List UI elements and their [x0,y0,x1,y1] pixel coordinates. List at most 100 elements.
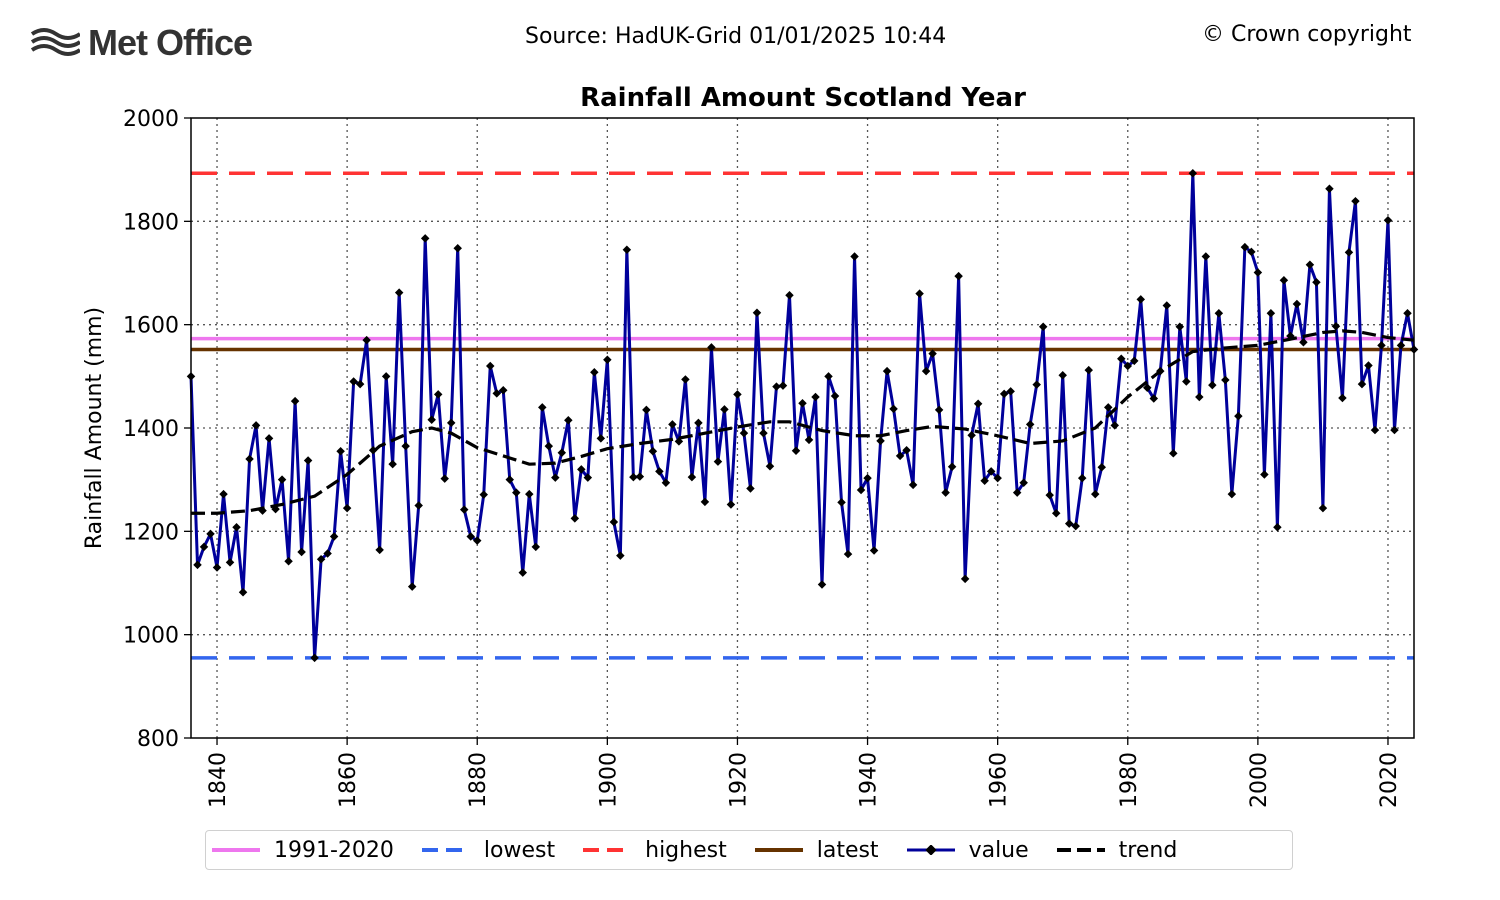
value-point [518,568,528,577]
value-point [720,405,729,414]
value-point [746,484,755,493]
value-point [420,234,430,243]
x-tick-label: 1960 [987,752,1012,808]
value-point [934,405,944,415]
value-point [486,361,495,371]
value-point [1299,337,1308,347]
wave-icon [30,28,80,56]
legend-label-highest: highest [645,837,727,863]
value-point [525,489,534,499]
value-point [733,390,742,399]
value-point [336,447,345,456]
value-point [739,428,749,438]
value-point [251,421,261,430]
value-point [505,475,515,484]
value-point [1117,354,1126,364]
value-point [726,500,736,509]
trend-line [191,329,1415,515]
value-point [941,488,950,497]
value-point [850,252,859,261]
value-point [902,445,911,455]
value-point [1169,449,1178,458]
value-point [577,465,586,474]
value-point [785,290,794,300]
value-point [212,563,222,572]
value-point [824,372,833,381]
value-point [245,454,254,464]
y-axis-label: Rainfall Amount (mm) [82,307,107,549]
value-point [316,554,326,564]
value-point [817,580,827,589]
value-point [1084,365,1093,375]
value-point [310,653,319,663]
value-line [189,171,1416,660]
value-point [967,430,976,440]
value-point [681,375,690,384]
x-tick-label: 1840 [206,752,231,808]
value-point [1279,275,1289,285]
value-point [1130,356,1139,366]
value-point [837,498,846,507]
value-point [616,551,625,560]
y-tick-label: 800 [137,727,179,752]
value-point [1390,425,1399,435]
value-point [889,404,898,414]
value-point [1071,521,1080,531]
x-tick-label: 1940 [857,752,882,808]
value-point [694,418,703,428]
value-point [707,343,716,352]
value-point [277,475,287,484]
value-point [655,467,664,476]
value-point [401,441,410,451]
legend-item-baseline: 1991-2020 [212,838,394,863]
value-point [798,398,807,408]
value-point [1344,248,1354,257]
reference-lines [191,171,1414,660]
value-point [225,558,235,567]
x-tick-label: 1900 [596,752,621,808]
value-point [492,389,501,398]
value-point [479,490,488,499]
value-point [557,448,567,458]
logo-text: Met Office [88,22,253,63]
value-point [947,462,957,471]
value-point [446,418,456,428]
value-point [1104,403,1113,412]
value-point [531,542,541,552]
value-point [1006,387,1015,396]
value-point [381,372,391,381]
value-point [1227,489,1237,499]
value-point [622,245,632,254]
value-point [1312,278,1321,287]
value-point [1305,260,1315,269]
value-point [583,473,593,482]
legend-label-lowest: lowest [483,837,556,863]
value-point [427,415,436,424]
value-point [1090,489,1100,499]
y-tick-label: 2000 [123,107,179,132]
value-point [629,472,638,482]
value-point [856,485,866,495]
value-point [1123,361,1133,371]
value-point [459,505,469,514]
value-point [700,497,710,507]
value-point [238,588,248,597]
y-tick-label: 1400 [123,417,179,442]
value-point [570,514,580,523]
value-point [329,532,339,541]
value-point [791,446,801,455]
value-point [512,488,521,497]
value-point [908,480,918,490]
value-point [1318,503,1328,513]
value-point [1383,216,1393,225]
copyright-label: © Crown copyright [1202,22,1412,47]
value-point [349,377,358,386]
legend-item-highest: highest [583,838,727,863]
value-point [1260,470,1269,479]
value-point [928,349,937,358]
value-point [804,435,814,445]
value-point [342,503,352,513]
value-point [1136,295,1146,304]
value-point [772,382,781,391]
value-point [1110,421,1119,430]
